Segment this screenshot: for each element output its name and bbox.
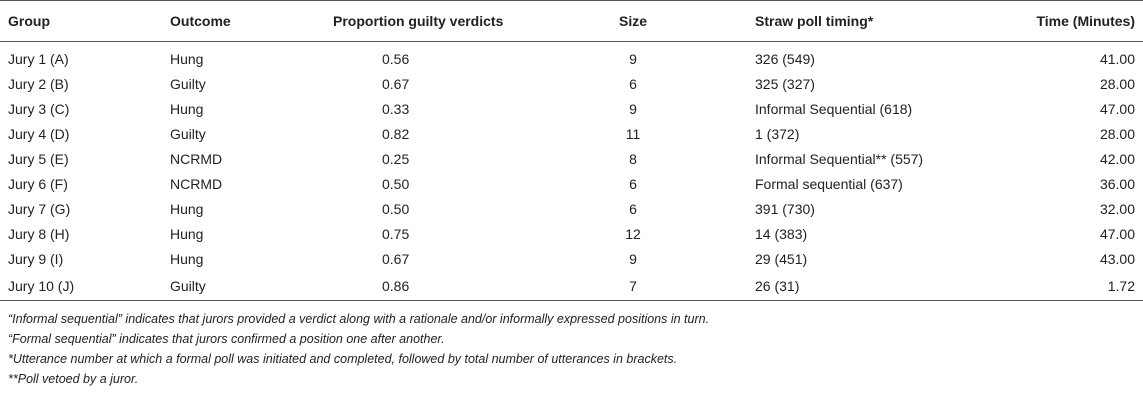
table-cell: 0.50 bbox=[382, 200, 410, 217]
table-cell: Hung bbox=[170, 50, 204, 67]
table-cell: 6 bbox=[629, 175, 637, 192]
table-cell: 26 (31) bbox=[745, 271, 1000, 301]
table-cell: 41.00 bbox=[1099, 50, 1135, 67]
table-cell: Guilty bbox=[165, 271, 325, 301]
table-cell: Informal Sequential** (557) bbox=[755, 150, 924, 167]
table-cell: Hung bbox=[170, 200, 204, 217]
table-cell: NCRMD bbox=[170, 175, 223, 192]
table-row: Jury 2 (B) Guilty 0.67 6 325 (327) 28.00 bbox=[0, 71, 1143, 96]
table-cell: Jury 9 (I) bbox=[8, 250, 64, 267]
footnote: *Utterance number at which a formal poll… bbox=[8, 352, 678, 366]
table-cell: 1 (372) bbox=[755, 125, 800, 142]
table-cell: Jury 6 (F) bbox=[8, 175, 68, 192]
table-cell: 0.56 bbox=[382, 50, 410, 67]
table-cell: Jury 8 (H) bbox=[8, 225, 70, 242]
footnote: “Formal sequential” indicates that juror… bbox=[8, 332, 445, 346]
table-cell: Guilty bbox=[170, 125, 206, 142]
table-row: Jury 5 (E) NCRMD 0.25 8 Informal Sequential*… bbox=[0, 146, 1143, 171]
table-cell: 6 bbox=[629, 200, 637, 217]
table-cell: Jury 4 (D) bbox=[8, 125, 70, 142]
table-cell: Formal sequential (637) bbox=[755, 175, 903, 192]
table-cell: Guilty bbox=[170, 75, 206, 92]
table-row: Jury 10 (J) Guilty 0.86 7 26 (31) 1.72 bbox=[0, 271, 1143, 301]
table-cell: 326 (549) bbox=[755, 50, 815, 67]
table-cell: 0.25 bbox=[382, 150, 410, 167]
table-cell: 29 (451) bbox=[755, 250, 808, 267]
footnote: “Informal sequential” indicates that jur… bbox=[8, 312, 710, 326]
table-cell: 0.67 bbox=[382, 250, 410, 267]
data-table: Group Outcome Proportion guilty verdicts Si… bbox=[0, 0, 1143, 301]
table-cell: Jury 2 (B) bbox=[8, 75, 69, 92]
table-cell: 0.86 bbox=[325, 271, 530, 301]
table-row: Jury 4 (D) Guilty 0.82 11 1 (372) 28.00 bbox=[0, 121, 1143, 146]
table-cell: NCRMD bbox=[170, 150, 223, 167]
column-header: Straw poll timing* bbox=[755, 13, 874, 29]
table-cell: Jury 10 (J) bbox=[0, 271, 165, 301]
table-cell: 6 bbox=[629, 75, 637, 92]
table-cell: Hung bbox=[170, 250, 204, 267]
footnote: **Poll vetoed by a juror. bbox=[8, 372, 139, 386]
column-header: Proportion guilty verdicts bbox=[333, 13, 504, 29]
column-header: Group bbox=[8, 13, 50, 29]
table-cell: 0.67 bbox=[382, 75, 410, 92]
table-cell: Hung bbox=[170, 225, 204, 242]
table-header: Group Outcome Proportion guilty verdicts Si… bbox=[0, 0, 1143, 42]
table-cell: 32.00 bbox=[1099, 200, 1135, 217]
table-row: Jury 7 (G) Hung 0.50 6 391 (730) 32.00 bbox=[0, 196, 1143, 221]
table-row: Jury 3 (C) Hung 0.33 9 Informal Sequential (… bbox=[0, 96, 1143, 121]
table-cell: 42.00 bbox=[1099, 150, 1135, 167]
table-cell: 43.00 bbox=[1099, 250, 1135, 267]
column-header: Outcome bbox=[170, 13, 231, 29]
table-cell: 391 (730) bbox=[755, 200, 815, 217]
table-cell: 0.82 bbox=[382, 125, 410, 142]
table-cell: 7 bbox=[530, 271, 745, 301]
table-body: Jury 1 (A) Hung 0.56 9 326 (549) 41.00 Jury 2 … bbox=[0, 42, 1143, 301]
header-row: Group Outcome Proportion guilty verdicts Si… bbox=[0, 0, 1143, 42]
table-row: Jury 1 (A) Hung 0.56 9 326 (549) 41.00 bbox=[0, 42, 1143, 72]
table-cell: Hung bbox=[170, 100, 204, 117]
table-row: Jury 9 (I) Hung 0.67 9 29 (451) 43.00 bbox=[0, 246, 1143, 271]
footnotes: “Informal sequential” indicates that jur… bbox=[0, 309, 1143, 389]
table-cell: Jury 5 (E) bbox=[8, 150, 69, 167]
table-cell: 0.75 bbox=[382, 225, 410, 242]
table-cell: 1.72 bbox=[1000, 271, 1143, 301]
table-cell: 0.33 bbox=[382, 100, 410, 117]
table-row: Jury 6 (F) NCRMD 0.50 6 Formal sequential (6… bbox=[0, 171, 1143, 196]
table-cell: 9 bbox=[629, 100, 637, 117]
table-cell: 9 bbox=[629, 50, 637, 67]
table-cell: 9 bbox=[629, 250, 637, 267]
table-cell: 12 bbox=[625, 225, 641, 242]
table-cell: 325 (327) bbox=[755, 75, 815, 92]
table-cell: Jury 1 (A) bbox=[8, 50, 69, 67]
table-cell: Jury 3 (C) bbox=[8, 100, 70, 117]
table-cell: 28.00 bbox=[1099, 75, 1135, 92]
table-cell: 47.00 bbox=[1099, 225, 1135, 242]
table-cell: 47.00 bbox=[1099, 100, 1135, 117]
table-cell: Jury 7 (G) bbox=[8, 200, 71, 217]
column-header: Time (Minutes) bbox=[1036, 13, 1135, 29]
table-cell: 14 (383) bbox=[755, 225, 808, 242]
table-cell: 28.00 bbox=[1099, 125, 1135, 142]
table-row: Jury 8 (H) Hung 0.75 12 14 (383) 47.00 bbox=[0, 221, 1143, 246]
table-cell: Informal Sequential (618) bbox=[755, 100, 913, 117]
column-header: Size bbox=[618, 13, 647, 29]
table-cell: 0.50 bbox=[382, 175, 410, 192]
table-cell: 36.00 bbox=[1099, 175, 1135, 192]
table-cell: 8 bbox=[629, 150, 637, 167]
table-cell: 11 bbox=[625, 125, 641, 142]
